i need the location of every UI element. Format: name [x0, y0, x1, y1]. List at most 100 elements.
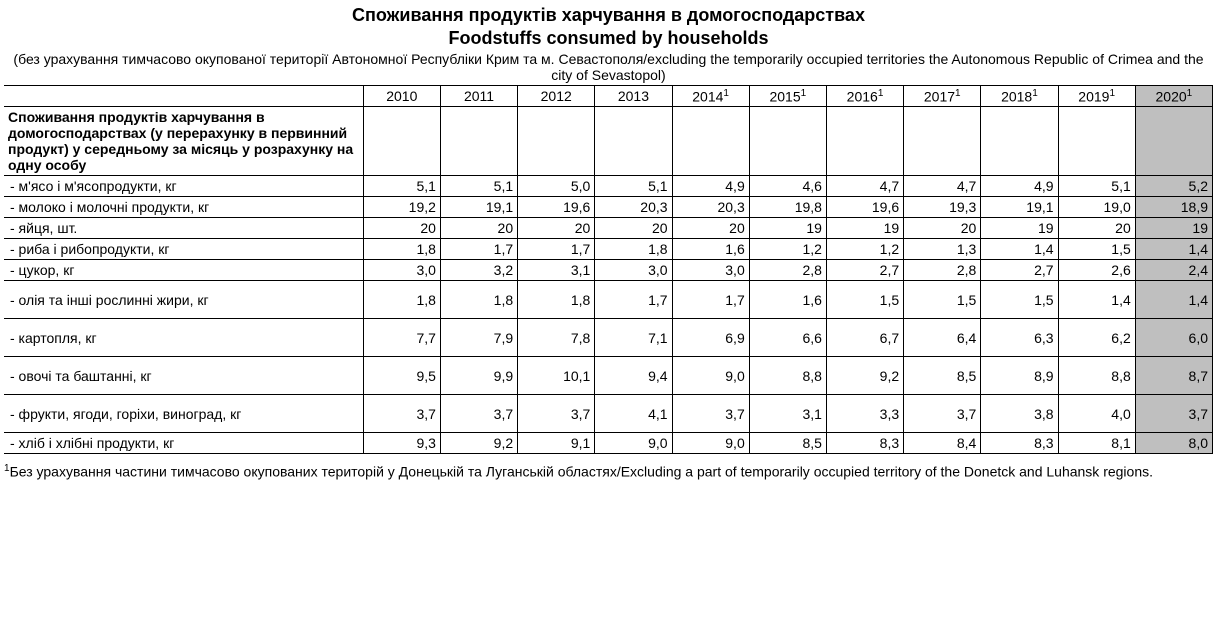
data-cell: 5,0 [518, 176, 595, 197]
data-cell: 9,9 [440, 357, 517, 395]
data-cell: 9,0 [595, 433, 672, 454]
footnote: 1Без урахування частини тимчасово окупов… [4, 462, 1213, 481]
data-cell: 8,0 [1135, 433, 1212, 454]
data-cell: 3,3 [826, 395, 903, 433]
cell-empty [672, 107, 749, 176]
data-cell: 1,8 [363, 239, 440, 260]
data-cell: 19,2 [363, 197, 440, 218]
cell-empty [440, 107, 517, 176]
data-cell: 9,5 [363, 357, 440, 395]
data-cell: 3,0 [363, 260, 440, 281]
data-cell: 6,4 [904, 319, 981, 357]
data-cell: 19 [826, 218, 903, 239]
data-cell: 20 [672, 218, 749, 239]
row-label: - риба і рибопродукти, кг [4, 239, 363, 260]
data-cell: 8,5 [749, 433, 826, 454]
data-cell: 9,2 [826, 357, 903, 395]
data-cell: 1,4 [1135, 281, 1212, 319]
data-cell: 7,8 [518, 319, 595, 357]
data-cell: 2,8 [749, 260, 826, 281]
year-header: 20161 [826, 85, 903, 107]
data-cell: 1,5 [981, 281, 1058, 319]
data-cell: 4,7 [826, 176, 903, 197]
year-header: 2010 [363, 85, 440, 107]
data-cell: 6,6 [749, 319, 826, 357]
data-cell: 3,1 [749, 395, 826, 433]
data-cell: 1,2 [826, 239, 903, 260]
data-cell: 2,6 [1058, 260, 1135, 281]
year-header: 20141 [672, 85, 749, 107]
data-cell: 8,8 [749, 357, 826, 395]
data-cell: 1,5 [1058, 239, 1135, 260]
data-cell: 8,8 [1058, 357, 1135, 395]
data-cell: 3,7 [518, 395, 595, 433]
data-cell: 8,4 [904, 433, 981, 454]
data-cell: 1,7 [440, 239, 517, 260]
year-header: 20191 [1058, 85, 1135, 107]
cell-empty [749, 107, 826, 176]
data-cell: 20 [1058, 218, 1135, 239]
data-cell: 10,1 [518, 357, 595, 395]
data-cell: 1,8 [363, 281, 440, 319]
data-cell: 9,2 [440, 433, 517, 454]
year-header: 20181 [981, 85, 1058, 107]
data-cell: 3,7 [904, 395, 981, 433]
data-cell: 4,1 [595, 395, 672, 433]
data-cell: 8,1 [1058, 433, 1135, 454]
data-cell: 6,9 [672, 319, 749, 357]
cell-empty [1135, 107, 1212, 176]
data-cell: 20 [363, 218, 440, 239]
data-cell: 9,1 [518, 433, 595, 454]
data-cell: 5,1 [363, 176, 440, 197]
data-cell: 8,3 [981, 433, 1058, 454]
row-heading: Споживання продуктів харчування в домого… [4, 107, 363, 176]
data-cell: 3,8 [981, 395, 1058, 433]
year-header: 20201 [1135, 85, 1212, 107]
data-cell: 1,4 [1058, 281, 1135, 319]
data-cell: 19,1 [981, 197, 1058, 218]
data-cell: 1,5 [826, 281, 903, 319]
data-cell: 19,6 [518, 197, 595, 218]
data-cell: 4,9 [981, 176, 1058, 197]
data-cell: 2,7 [826, 260, 903, 281]
data-cell: 5,1 [595, 176, 672, 197]
data-cell: 1,4 [1135, 239, 1212, 260]
row-label: - цукор, кг [4, 260, 363, 281]
data-cell: 6,0 [1135, 319, 1212, 357]
year-header: 2012 [518, 85, 595, 107]
row-label: - картопля, кг [4, 319, 363, 357]
cell-empty [826, 107, 903, 176]
footnote-text: Без урахування частини тимчасово окупова… [10, 464, 1153, 480]
data-cell: 1,8 [595, 239, 672, 260]
data-cell: 6,2 [1058, 319, 1135, 357]
data-cell: 20 [595, 218, 672, 239]
data-cell: 4,7 [904, 176, 981, 197]
cell-empty [363, 107, 440, 176]
data-cell: 1,7 [672, 281, 749, 319]
data-table: 2010201120122013201412015120161201712018… [4, 85, 1213, 455]
row-label: - молоко і молочні продукти, кг [4, 197, 363, 218]
data-cell: 9,0 [672, 433, 749, 454]
data-cell: 3,1 [518, 260, 595, 281]
data-cell: 5,2 [1135, 176, 1212, 197]
data-cell: 9,3 [363, 433, 440, 454]
data-cell: 9,4 [595, 357, 672, 395]
data-cell: 2,7 [981, 260, 1058, 281]
data-cell: 3,7 [672, 395, 749, 433]
data-cell: 3,7 [363, 395, 440, 433]
table-body: Споживання продуктів харчування в домого… [4, 107, 1213, 454]
data-cell: 2,8 [904, 260, 981, 281]
cell-empty [904, 107, 981, 176]
data-cell: 19,8 [749, 197, 826, 218]
data-cell: 1,5 [904, 281, 981, 319]
cell-empty [981, 107, 1058, 176]
data-cell: 20 [518, 218, 595, 239]
year-header: 20171 [904, 85, 981, 107]
data-cell: 20 [904, 218, 981, 239]
data-cell: 5,1 [1058, 176, 1135, 197]
table-header: 2010201120122013201412015120161201712018… [4, 85, 1213, 107]
data-cell: 1,7 [595, 281, 672, 319]
cell-empty [518, 107, 595, 176]
data-cell: 5,1 [440, 176, 517, 197]
data-cell: 7,1 [595, 319, 672, 357]
